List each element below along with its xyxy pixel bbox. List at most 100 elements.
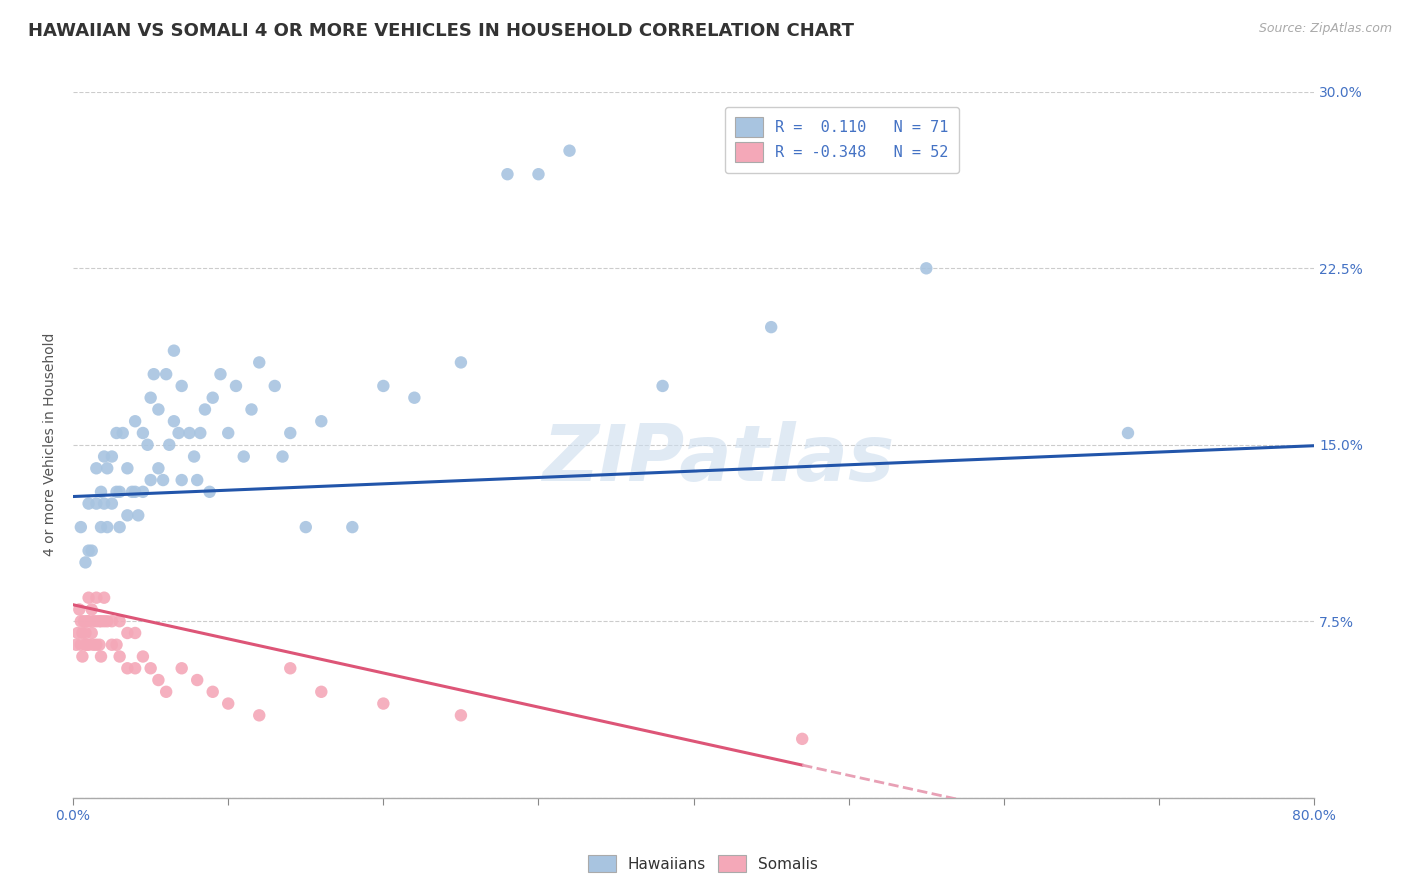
Point (148, 402, 170, 417)
Point (132, 484, 155, 499)
Point (101, 638, 124, 652)
Point (198, 484, 221, 499)
Point (108, 484, 131, 499)
Point (67, 602, 90, 616)
Point (450, 355, 472, 369)
Point (76, 638, 98, 652)
Point (271, 450, 294, 464)
Point (108, 520, 131, 534)
Y-axis label: 4 or more Vehicles in Household: 4 or more Vehicles in Household (44, 333, 58, 557)
Point (155, 367, 177, 381)
Point (194, 402, 217, 417)
Point (117, 626, 139, 640)
Point (188, 425, 211, 440)
Point (558, 144, 581, 158)
Point (186, 673, 208, 687)
Point (117, 461, 139, 475)
Point (170, 473, 193, 487)
Point (527, 167, 550, 181)
Text: HAWAIIAN VS SOMALI 4 OR MORE VEHICLES IN HOUSEHOLD CORRELATION CHART: HAWAIIAN VS SOMALI 4 OR MORE VEHICLES IN… (28, 22, 853, 40)
Point (179, 425, 201, 440)
Point (93, 591, 115, 605)
Point (80, 602, 103, 616)
Point (117, 661, 139, 675)
Point (278, 425, 301, 440)
Point (90, 614, 112, 628)
Point (96, 461, 118, 475)
Point (132, 649, 155, 664)
Point (73, 614, 96, 628)
Point (201, 391, 224, 405)
Point (105, 425, 128, 440)
Point (170, 661, 193, 675)
Point (90, 649, 112, 664)
Point (167, 425, 190, 440)
Point (163, 414, 186, 428)
Text: Source: ZipAtlas.com: Source: ZipAtlas.com (1258, 22, 1392, 36)
Point (759, 320, 782, 334)
Point (209, 367, 232, 381)
Point (201, 685, 224, 699)
Legend: Hawaiians, Somalis: Hawaiians, Somalis (581, 847, 825, 880)
Point (75, 638, 97, 652)
Point (124, 661, 146, 675)
Point (152, 473, 174, 487)
Point (90, 484, 112, 499)
Point (86, 461, 108, 475)
Point (77, 497, 100, 511)
Point (651, 379, 673, 393)
Point (82, 638, 104, 652)
Point (183, 450, 205, 464)
Point (86, 497, 108, 511)
Point (217, 697, 239, 711)
Point (90, 520, 112, 534)
Point (96, 614, 118, 628)
Point (373, 697, 395, 711)
Point (93, 614, 115, 628)
Point (111, 425, 134, 440)
Point (278, 661, 301, 675)
Point (75, 555, 97, 569)
Point (132, 425, 155, 440)
Legend: R =  0.110   N = 71, R = -0.348   N = 52: R = 0.110 N = 71, R = -0.348 N = 52 (724, 106, 959, 172)
Point (76, 614, 98, 628)
Point (1116, 425, 1139, 440)
Point (105, 484, 128, 499)
Point (80, 626, 103, 640)
Point (225, 379, 247, 393)
Point (86, 591, 108, 605)
Point (77, 614, 100, 628)
Point (915, 261, 938, 276)
Point (311, 685, 333, 699)
Point (75, 626, 97, 640)
Point (72, 649, 94, 664)
Point (240, 402, 263, 417)
Point (139, 473, 162, 487)
Point (186, 473, 208, 487)
Point (101, 497, 124, 511)
Point (247, 708, 270, 723)
Point (148, 461, 170, 475)
Point (155, 685, 177, 699)
Point (263, 379, 285, 393)
Text: ZIPatlas: ZIPatlas (543, 421, 894, 497)
Point (101, 450, 124, 464)
Point (121, 484, 143, 499)
Point (89, 614, 111, 628)
Point (170, 379, 193, 393)
Point (70, 520, 93, 534)
Point (86, 614, 108, 628)
Point (148, 673, 170, 687)
Point (792, 731, 814, 746)
Point (294, 520, 316, 534)
Point (72, 626, 94, 640)
Point (80, 543, 103, 558)
Point (124, 626, 146, 640)
Point (77, 591, 100, 605)
Point (93, 450, 115, 464)
Point (142, 367, 165, 381)
Point (450, 708, 472, 723)
Point (136, 438, 159, 452)
Point (124, 484, 146, 499)
Point (86, 638, 108, 652)
